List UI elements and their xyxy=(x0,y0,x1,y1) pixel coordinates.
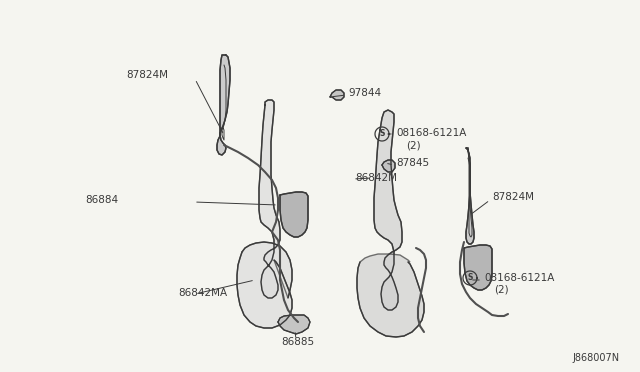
Text: 86842M: 86842M xyxy=(355,173,397,183)
Text: 86884: 86884 xyxy=(85,195,118,205)
Text: 08168-6121A: 08168-6121A xyxy=(396,128,467,138)
Polygon shape xyxy=(259,100,280,298)
Polygon shape xyxy=(382,160,395,172)
Text: S: S xyxy=(380,129,385,138)
Text: 97844: 97844 xyxy=(348,88,381,98)
Polygon shape xyxy=(466,148,474,244)
Text: 86885: 86885 xyxy=(282,337,315,347)
Polygon shape xyxy=(330,90,344,100)
Polygon shape xyxy=(357,254,424,337)
Polygon shape xyxy=(280,192,308,237)
Polygon shape xyxy=(374,110,402,310)
Text: S: S xyxy=(467,273,473,282)
Text: 86842MA: 86842MA xyxy=(178,288,227,298)
Text: J868007N: J868007N xyxy=(573,353,620,363)
Text: 08168-6121A: 08168-6121A xyxy=(484,273,554,283)
Polygon shape xyxy=(278,315,310,334)
Text: (2): (2) xyxy=(406,140,420,150)
Polygon shape xyxy=(217,55,230,155)
Text: 87824M: 87824M xyxy=(492,192,534,202)
Text: 87845: 87845 xyxy=(396,158,429,168)
Polygon shape xyxy=(464,245,492,290)
Text: (2): (2) xyxy=(494,285,509,295)
Text: 87824M: 87824M xyxy=(126,70,168,80)
Polygon shape xyxy=(237,242,292,328)
